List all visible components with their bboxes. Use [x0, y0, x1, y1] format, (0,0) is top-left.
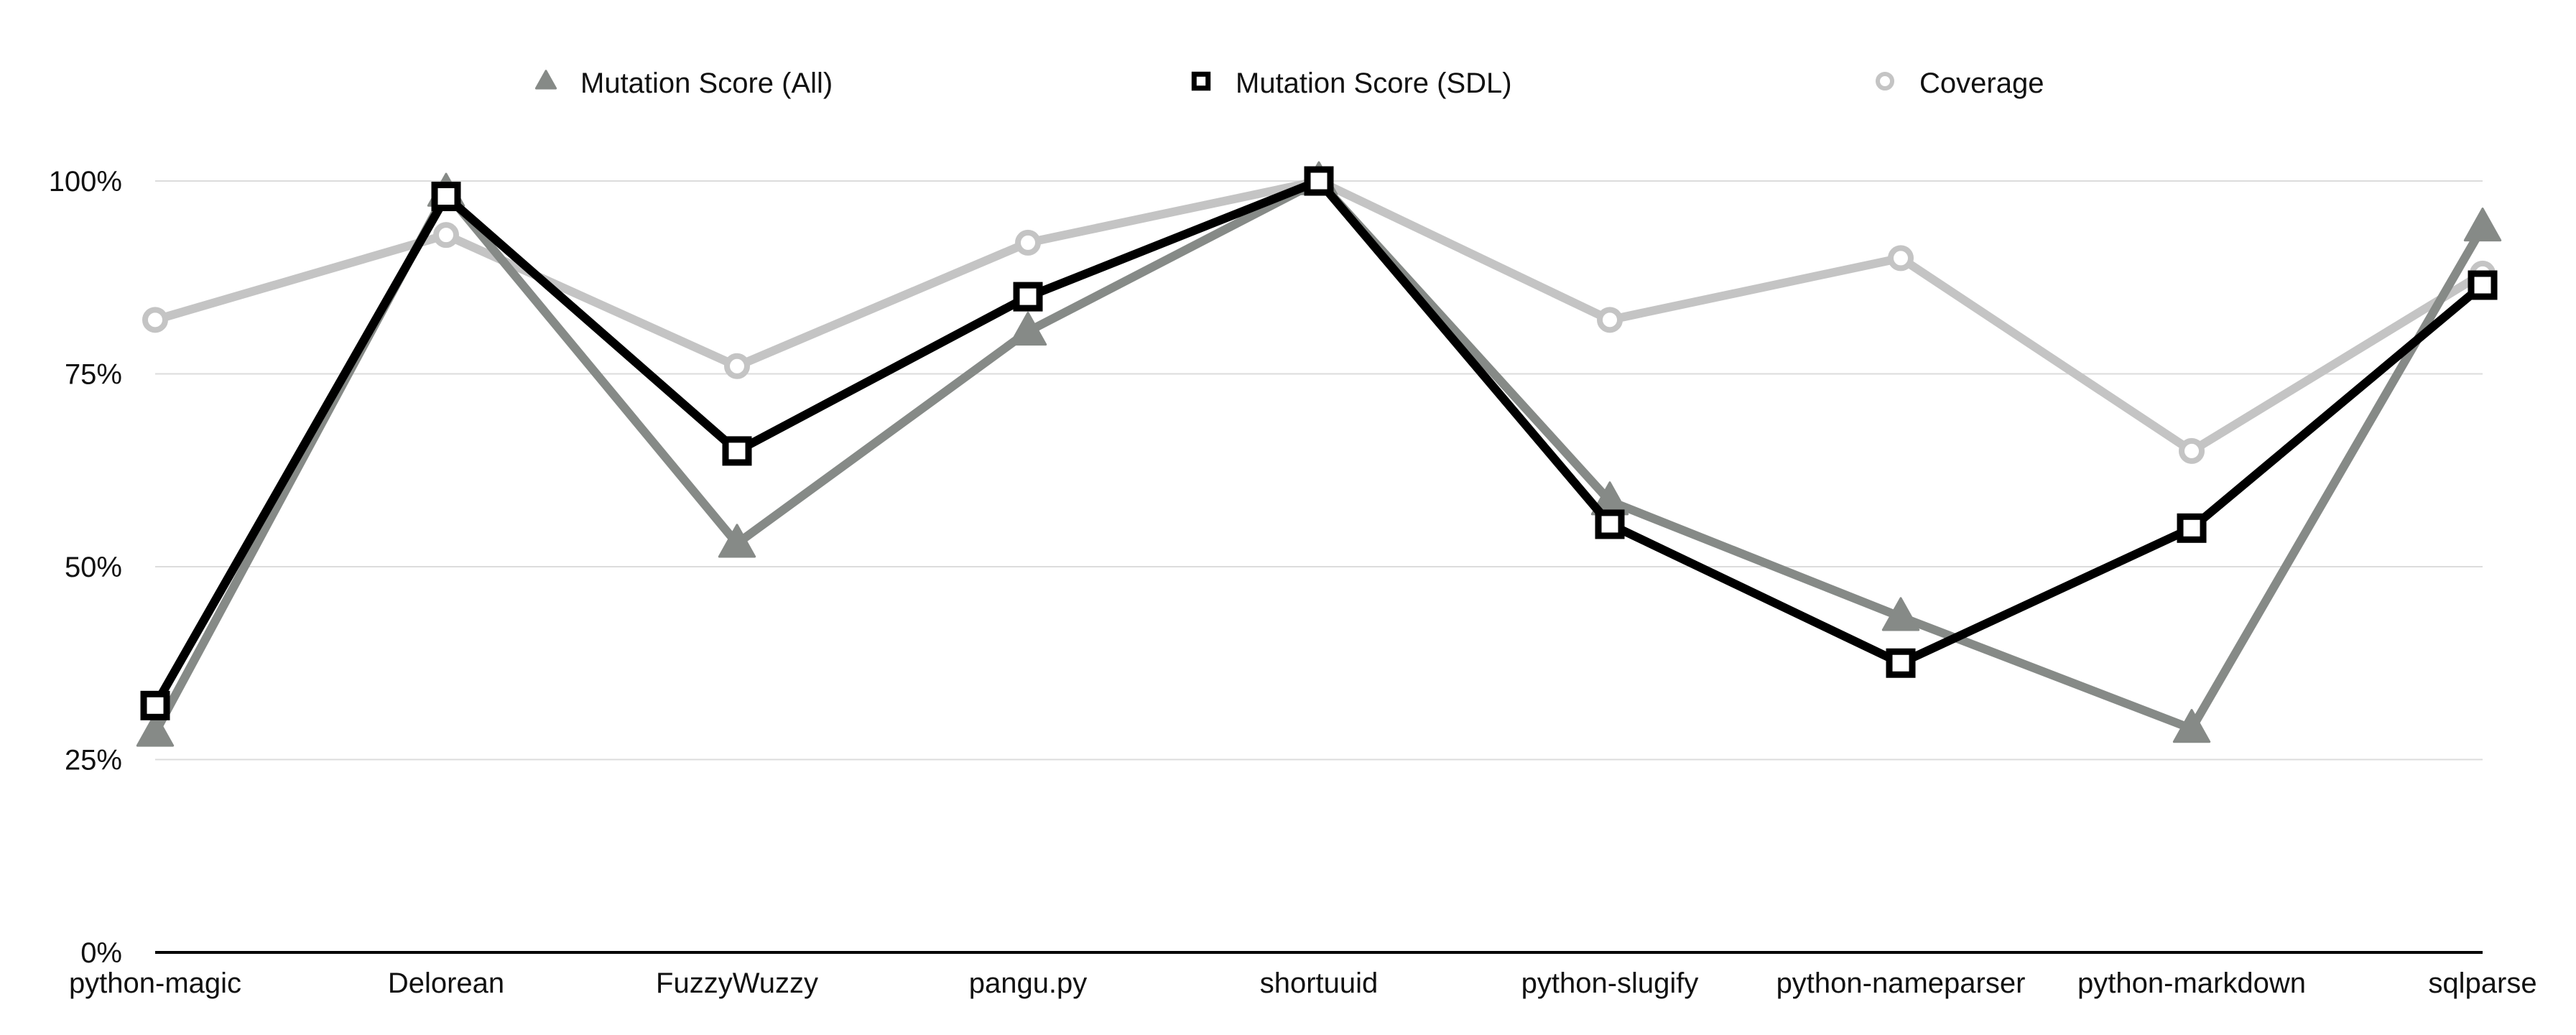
data-point	[142, 307, 168, 333]
legend-label: Coverage	[1919, 68, 2044, 99]
series-circle	[142, 168, 2496, 464]
y-tick-label: 25%	[65, 745, 122, 776]
legend-marker	[1876, 72, 1894, 90]
legend-label: Mutation Score (All)	[580, 68, 833, 99]
series-line	[151, 177, 2487, 737]
data-point	[1013, 282, 1043, 312]
data-point	[1888, 245, 1914, 271]
data-point	[433, 222, 459, 249]
axes: 0% 25% 50% 75% 100% python-magic Delorean Fuzzy…	[49, 166, 2537, 999]
data-point	[1304, 166, 1334, 196]
x-tick-label: FuzzyWuzzy	[656, 967, 818, 999]
data-point	[1881, 597, 1920, 631]
legend-entry: Mutation Score (All)	[534, 68, 833, 99]
data-point	[2179, 437, 2205, 464]
legend-entry: Coverage	[1876, 68, 2044, 99]
data-point	[140, 690, 170, 720]
data-point	[2468, 270, 2498, 300]
x-tick-label: python-magic	[69, 967, 241, 999]
x-tick-label: python-slugify	[1521, 967, 1699, 999]
data-point	[2172, 709, 2211, 743]
x-tick-label: pangu.py	[969, 967, 1088, 999]
data-point	[2177, 513, 2207, 543]
x-tick-label: python-nameparser	[1776, 967, 2026, 999]
series-line	[151, 177, 2487, 455]
series-triangle	[136, 161, 2502, 747]
data-point	[1015, 229, 1041, 256]
data-point	[718, 524, 756, 558]
x-tick-label: Delorean	[388, 967, 504, 999]
data-point	[724, 353, 750, 379]
data-point	[1595, 509, 1625, 539]
legend-marker	[1191, 71, 1211, 91]
x-tick-label: sqlparse	[2428, 967, 2536, 999]
x-tick-label: shortuuid	[1260, 967, 1379, 999]
legend-marker	[534, 70, 557, 90]
data-point	[1597, 307, 1623, 333]
data-point	[1886, 648, 1916, 678]
legend-label: Mutation Score (SDL)	[1236, 68, 1512, 99]
x-tick-label: python-markdown	[2077, 967, 2306, 999]
data-point	[2463, 207, 2502, 242]
series-square	[140, 166, 2498, 720]
legend-entry: Mutation Score (SDL)	[1191, 68, 1512, 99]
y-tick-label: 75%	[65, 359, 122, 391]
y-tick-label: 50%	[65, 552, 122, 583]
data-point	[431, 181, 461, 211]
legend: Mutation Score (All) Mutation Score (SDL)…	[534, 68, 2044, 99]
y-tick-label: 100%	[49, 166, 122, 198]
y-tick-label: 0%	[80, 937, 122, 969]
data-point	[136, 713, 175, 747]
series-lines	[136, 161, 2502, 747]
data-point	[1009, 311, 1047, 346]
data-point	[722, 436, 752, 466]
